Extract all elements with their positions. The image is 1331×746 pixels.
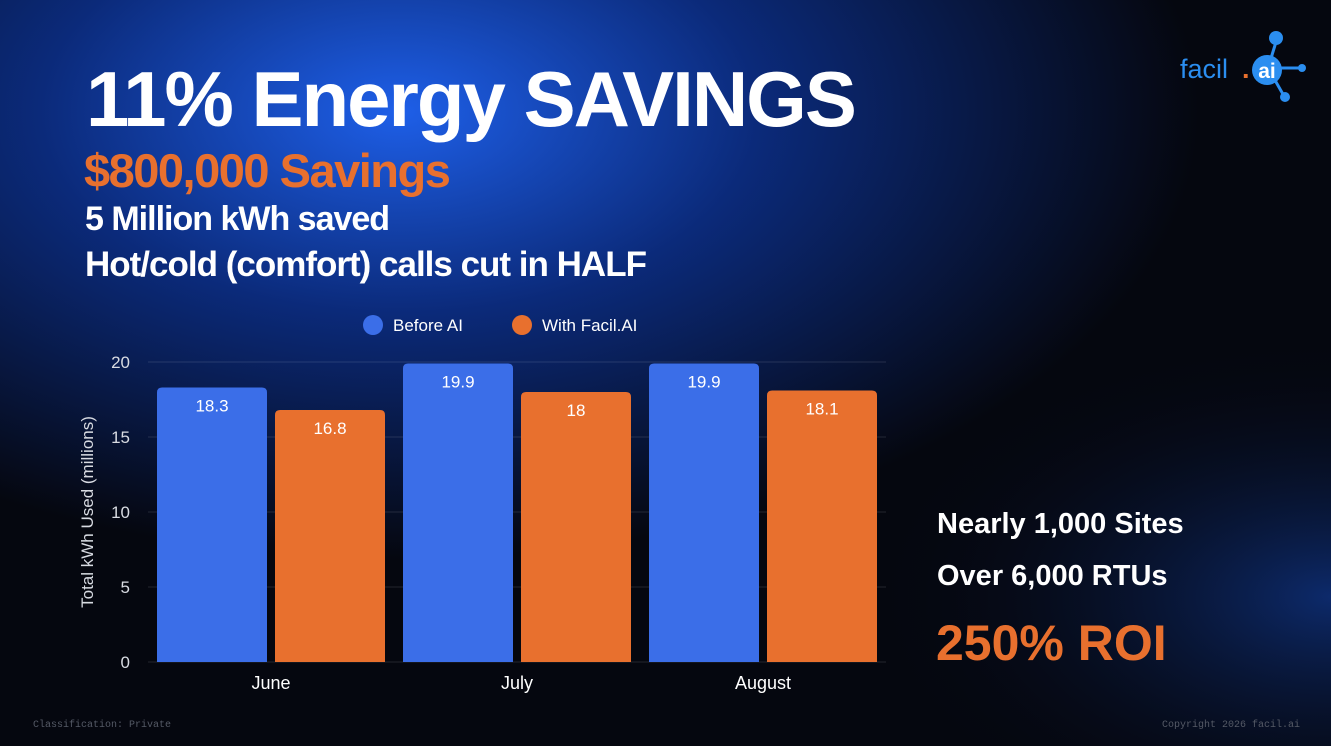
legend-swatch	[363, 315, 383, 335]
headline: 11% Energy SAVINGS	[86, 55, 855, 143]
logo: facil . ai	[1180, 31, 1306, 102]
bar	[649, 363, 759, 662]
bar	[403, 363, 513, 662]
subtitle: 5 Million kWh saved	[85, 200, 389, 238]
x-tick-label: August	[735, 673, 791, 693]
logo-node	[1280, 92, 1290, 102]
chart: 0 5 10 15 20 Total kWh Used (millions) Before …	[78, 315, 886, 693]
value-label: 19.9	[687, 373, 720, 392]
legend-swatch	[512, 315, 532, 335]
roi: 250% ROI	[936, 615, 1167, 671]
x-tick-label: July	[501, 673, 533, 693]
logo-dot: .	[1242, 54, 1250, 84]
logo-badge-text: ai	[1258, 60, 1276, 83]
y-tick-label: 5	[121, 578, 130, 597]
savings: $800,000 Savings	[84, 144, 450, 197]
bar	[275, 410, 385, 662]
footer: Copyright 2026 facil.ai	[1162, 719, 1300, 731]
legend-label: Before AI	[393, 316, 463, 335]
y-tick-label: 0	[121, 653, 130, 672]
value-label: 18.1	[805, 400, 838, 419]
bar	[767, 390, 877, 662]
stat: Nearly 1,000 Sites	[937, 508, 1184, 540]
value-label: 19.9	[441, 373, 474, 392]
subtitle: Hot/cold (comfort) calls cut in HALF	[85, 245, 647, 284]
value-label: 16.8	[313, 419, 346, 438]
value-label: 18	[567, 401, 586, 420]
x-tick-label: June	[251, 673, 290, 693]
y-axis-label: Total kWh Used (millions)	[78, 416, 97, 608]
logo-node	[1298, 64, 1306, 72]
logo-word: facil	[1180, 54, 1228, 84]
y-tick-label: 10	[111, 503, 130, 522]
footer: Classification: Private	[33, 719, 171, 731]
value-label: 18.3	[195, 397, 228, 416]
y-tick-label: 15	[111, 428, 130, 447]
logo-node	[1269, 31, 1283, 45]
legend-label: With Facil.AI	[542, 316, 637, 335]
stat: Over 6,000 RTUs	[937, 560, 1168, 592]
logo-badge	[1252, 55, 1282, 85]
bar	[521, 392, 631, 662]
bar	[157, 387, 267, 662]
y-tick-label: 20	[111, 353, 130, 372]
